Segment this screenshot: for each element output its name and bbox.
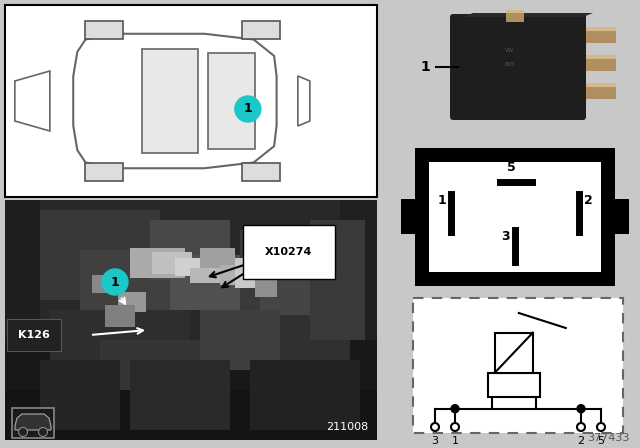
Bar (250, 360, 360, 430)
Bar (12, 408, 54, 438)
Text: VW: VW (506, 47, 515, 52)
Text: 895: 895 (505, 63, 515, 68)
Bar (255, 272, 277, 297)
Circle shape (19, 427, 28, 436)
Text: K126: K126 (18, 330, 50, 340)
Bar (190, 268, 220, 283)
Circle shape (38, 427, 47, 436)
Bar (586, 83, 616, 87)
Bar (80, 250, 180, 320)
Polygon shape (15, 414, 51, 430)
Text: 2: 2 (584, 194, 593, 207)
Bar (152, 252, 192, 274)
Bar (5, 390, 377, 440)
Circle shape (577, 423, 585, 431)
Bar (105, 305, 135, 327)
Bar (85, 163, 123, 181)
Text: 3: 3 (431, 436, 438, 446)
Bar (506, 10, 524, 13)
Bar (242, 21, 280, 39)
Text: 5: 5 (507, 161, 515, 174)
Bar (5, 340, 377, 440)
Bar (586, 83, 616, 99)
Bar (280, 315, 350, 380)
Circle shape (577, 405, 585, 413)
Bar (5, 200, 40, 440)
Circle shape (451, 405, 459, 413)
Text: 1: 1 (437, 194, 446, 207)
Bar (429, 162, 601, 272)
Bar (40, 360, 120, 430)
Polygon shape (298, 76, 310, 126)
Polygon shape (142, 49, 198, 153)
Bar (495, 333, 532, 373)
Bar (235, 258, 255, 288)
Bar (340, 200, 377, 440)
Bar (260, 280, 340, 340)
Bar (130, 360, 230, 430)
Bar (413, 298, 623, 433)
Bar (506, 10, 524, 22)
Bar (170, 255, 260, 310)
Bar (5, 5, 377, 197)
Bar (200, 248, 235, 268)
Text: X10274: X10274 (265, 247, 312, 257)
Bar (40, 210, 160, 300)
Text: 1: 1 (451, 436, 458, 446)
Bar (615, 199, 629, 234)
FancyBboxPatch shape (450, 14, 586, 120)
Circle shape (235, 96, 261, 122)
Bar (150, 220, 230, 280)
Bar (586, 55, 616, 71)
Polygon shape (463, 13, 593, 17)
Bar (240, 230, 330, 310)
Bar (50, 310, 190, 380)
Circle shape (431, 423, 439, 431)
Text: 211008: 211008 (326, 422, 368, 432)
Circle shape (102, 269, 128, 295)
Bar (488, 373, 540, 396)
Polygon shape (73, 34, 276, 168)
Polygon shape (208, 53, 255, 149)
Text: 1: 1 (111, 276, 120, 289)
Text: 377433: 377433 (588, 433, 630, 443)
Bar (175, 258, 200, 276)
Bar (118, 292, 146, 312)
Bar (586, 27, 616, 43)
Circle shape (597, 423, 605, 431)
Bar (130, 248, 185, 278)
Bar (415, 148, 615, 286)
Bar (242, 163, 280, 181)
Bar (200, 310, 280, 370)
Bar (220, 265, 245, 285)
Bar (5, 200, 377, 440)
Text: 2: 2 (577, 436, 584, 446)
Text: 1: 1 (420, 60, 430, 74)
Bar (310, 220, 365, 340)
Bar (85, 21, 123, 39)
Text: 3: 3 (501, 230, 510, 243)
Text: 5: 5 (598, 436, 605, 446)
Polygon shape (15, 71, 50, 131)
Bar (92, 275, 114, 293)
Circle shape (451, 423, 459, 431)
Bar (100, 340, 200, 390)
Bar (586, 55, 616, 59)
Bar (586, 27, 616, 31)
Bar (401, 199, 415, 234)
Text: 1: 1 (243, 103, 252, 116)
